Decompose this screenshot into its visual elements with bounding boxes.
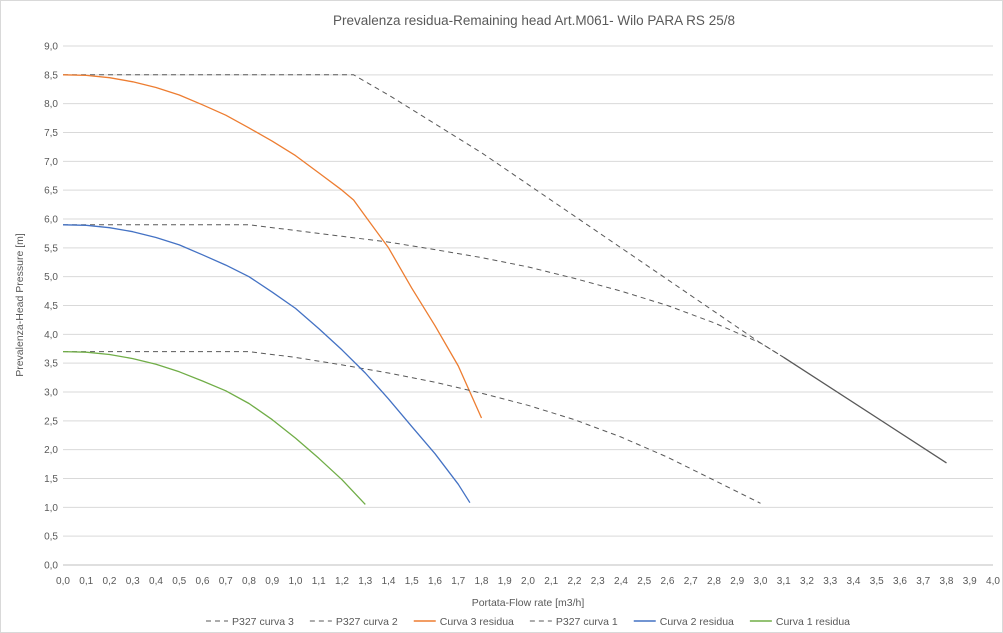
- series-line-curva-3-residua: [62, 74, 483, 419]
- x-tick-label: 1,2: [335, 576, 349, 587]
- gridlines: [63, 45, 993, 537]
- x-tick-label: 3,2: [800, 576, 814, 587]
- y-tick-label: 8,0: [44, 99, 58, 110]
- x-tick-label: 0,5: [172, 576, 186, 587]
- x-tick-label: 1,1: [312, 576, 326, 587]
- legend-label-p327-curva-1: P327 curva 1: [556, 616, 618, 628]
- series-line-p327-curva-3: [63, 74, 785, 358]
- y-tick-label: 3,0: [44, 388, 58, 399]
- x-tick-label: 3,8: [940, 576, 954, 587]
- x-tick-label: 2,6: [661, 576, 675, 587]
- y-tick-label: 5,0: [44, 272, 58, 283]
- series-line-segment-6: [783, 356, 947, 464]
- x-tick-label: 1,4: [382, 576, 396, 587]
- x-tick-label: 4,0: [986, 576, 1000, 587]
- x-tick-label: 0,2: [103, 576, 117, 587]
- x-tick-label: 3,6: [893, 576, 907, 587]
- x-tick-label: 1,3: [358, 576, 372, 587]
- y-tick-label: 8,5: [44, 70, 58, 81]
- x-tick-label: 0,8: [242, 576, 256, 587]
- series-lines: [62, 74, 947, 505]
- series-line-curva-2-residua: [62, 224, 471, 504]
- x-tick-label: 0,9: [265, 576, 279, 587]
- y-tick-label: 0,0: [44, 561, 58, 572]
- x-tick-label: 2,4: [614, 576, 628, 587]
- x-tick-label: 2,2: [568, 576, 582, 587]
- x-axis-label: Portata-Flow rate [m3/h]: [472, 597, 585, 609]
- y-axis-label: Prevalenza-Head Pressure [m]: [14, 233, 26, 377]
- x-tick-label: 2,7: [684, 576, 698, 587]
- legend-label-p327-curva-2: P327 curva 2: [336, 616, 398, 628]
- y-tick-label: 0,5: [44, 532, 58, 543]
- x-tick-label: 0,7: [219, 576, 233, 587]
- x-tick-label: 3,3: [823, 576, 837, 587]
- y-tick-label: 7,5: [44, 128, 58, 139]
- y-tick-label: 2,0: [44, 445, 58, 456]
- x-tick-label: 3,1: [777, 576, 791, 587]
- series-line-p327-curva-2: [63, 224, 785, 358]
- y-tick-label: 9,0: [44, 42, 58, 53]
- x-tick-label: 2,3: [591, 576, 605, 587]
- y-tick-label: 6,0: [44, 215, 58, 226]
- x-tick-label: 1,9: [498, 576, 512, 587]
- legend-label-p327-curva-3: P327 curva 3: [232, 616, 294, 628]
- y-tick-label: 2,5: [44, 416, 58, 427]
- x-tick-label: 3,4: [847, 576, 861, 587]
- x-tick-label: 1,5: [405, 576, 419, 587]
- x-axis-ticks: 0,0 0,1 0,2 0,3 0,4 0,5 0,6 0,7 0,8 0,9 1,0 1,1 1,2 1…: [56, 576, 1000, 587]
- x-tick-label: 3,7: [916, 576, 930, 587]
- x-tick-label: 1,0: [289, 576, 303, 587]
- x-tick-label: 1,8: [475, 576, 489, 587]
- x-tick-label: 3,5: [870, 576, 884, 587]
- y-tick-label: 3,5: [44, 359, 58, 370]
- y-tick-label: 6,5: [44, 186, 58, 197]
- x-tick-label: 2,9: [730, 576, 744, 587]
- legend: P327 curva 3 P327 curva 2 Curva 3 residua P…: [206, 616, 850, 628]
- x-tick-label: 0,6: [196, 576, 210, 587]
- x-tick-label: 0,1: [79, 576, 93, 587]
- y-tick-label: 1,5: [44, 474, 58, 485]
- x-tick-label: 3,9: [963, 576, 977, 587]
- series-line-curva-1-residua: [62, 350, 366, 505]
- x-tick-label: 0,0: [56, 576, 70, 587]
- x-tick-label: 2,5: [637, 576, 651, 587]
- y-tick-label: 1,0: [44, 503, 58, 514]
- y-tick-label: 7,0: [44, 157, 58, 168]
- y-tick-label: 5,5: [44, 243, 58, 254]
- x-tick-label: 2,0: [521, 576, 535, 587]
- x-tick-label: 0,3: [126, 576, 140, 587]
- legend-label-curva-2-residua: Curva 2 residua: [660, 616, 734, 628]
- legend-label-curva-1-residua: Curva 1 residua: [776, 616, 850, 628]
- chart-title: Prevalenza residua-Remaining head Art.M0…: [333, 13, 735, 28]
- x-tick-label: 1,6: [428, 576, 442, 587]
- y-tick-label: 4,0: [44, 330, 58, 341]
- x-tick-label: 0,4: [149, 576, 163, 587]
- x-tick-label: 1,7: [451, 576, 465, 587]
- x-tick-label: 2,1: [544, 576, 558, 587]
- legend-label-curva-3-residua: Curva 3 residua: [440, 616, 514, 628]
- y-tick-label: 4,5: [44, 301, 58, 312]
- y-axis-ticks: 0,0 0,5 1,0 1,5 2,0 2,5 3,0 3,5 4,0 4,5 5,0 5,5 6,0 6…: [44, 42, 58, 572]
- x-tick-label: 2,8: [707, 576, 721, 587]
- x-tick-label: 3,0: [754, 576, 768, 587]
